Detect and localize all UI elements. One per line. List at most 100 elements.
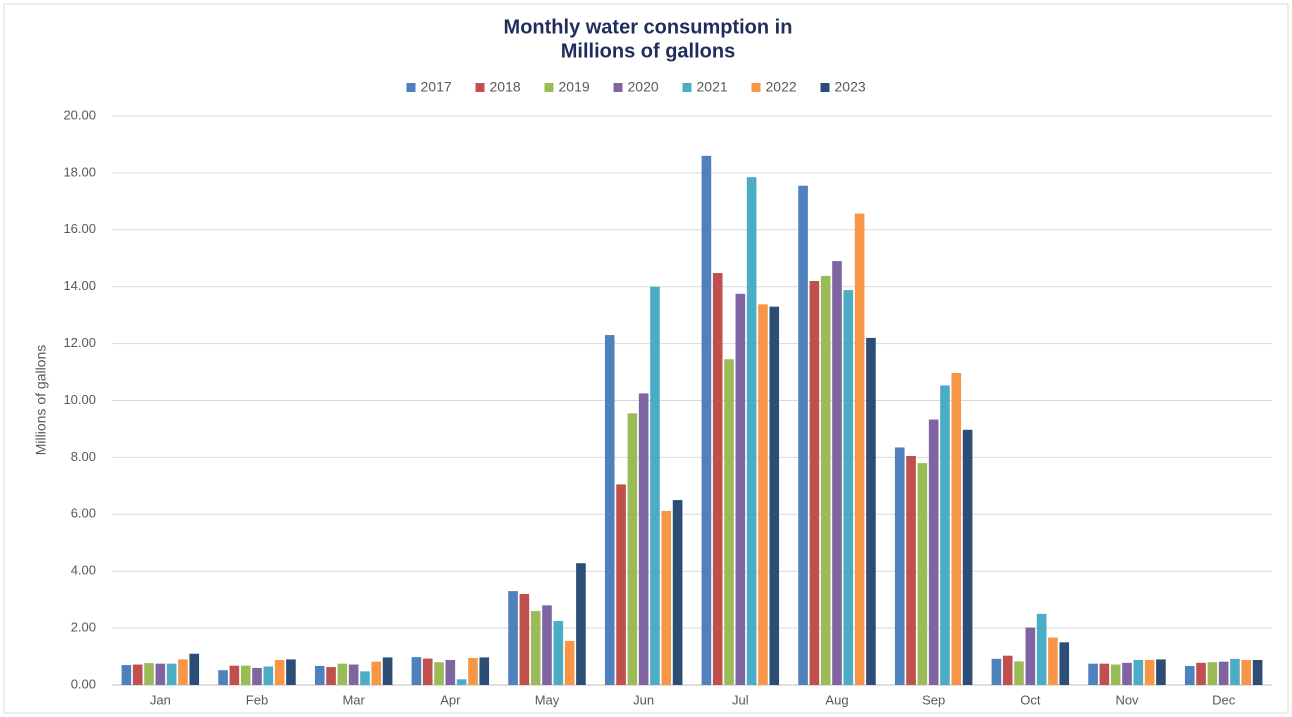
- bar: [917, 463, 928, 685]
- y-axis-label: Millions of gallons: [33, 345, 49, 456]
- bar: [820, 275, 831, 685]
- bar: [314, 665, 325, 685]
- legend-swatch: [751, 83, 761, 92]
- bar: [769, 306, 780, 685]
- bar: [1110, 664, 1121, 685]
- x-tick-label: May: [535, 692, 560, 707]
- y-tick-label: 20.00: [63, 107, 96, 122]
- bar: [144, 663, 154, 685]
- bar: [286, 659, 296, 685]
- y-tick-label: 16.00: [63, 221, 96, 236]
- bar: [746, 177, 757, 686]
- bar: [1025, 627, 1036, 685]
- bar: [604, 335, 615, 685]
- legend-label: 2019: [559, 79, 590, 95]
- bar: [1036, 613, 1047, 685]
- bar: [1184, 665, 1195, 685]
- legend-swatch: [475, 83, 485, 92]
- bar: [530, 611, 541, 685]
- bar: [542, 605, 552, 685]
- bar: [1144, 659, 1155, 685]
- bar: [1156, 659, 1166, 685]
- y-tick-label: 12.00: [63, 335, 96, 350]
- bar: [434, 662, 444, 685]
- bar: [178, 659, 188, 685]
- x-tick-label: Jul: [732, 692, 749, 707]
- bar: [229, 665, 240, 685]
- x-tick-label: Sep: [922, 692, 945, 707]
- x-tick-label: Dec: [1212, 692, 1236, 707]
- bar: [1002, 655, 1013, 685]
- bar: [218, 670, 228, 685]
- bar: [155, 663, 166, 685]
- bar: [411, 657, 422, 685]
- legend-label: 2018: [490, 79, 521, 95]
- bar: [348, 664, 359, 685]
- bar: [382, 657, 393, 685]
- legend-label: 2023: [835, 79, 866, 95]
- bar: [1014, 661, 1024, 685]
- bar: [445, 659, 456, 685]
- bar: [189, 653, 200, 685]
- y-tick-label: 0.00: [71, 676, 96, 691]
- bar: [1218, 661, 1229, 685]
- x-tick-label: Mar: [342, 692, 365, 707]
- y-tick-label: 18.00: [63, 164, 96, 179]
- x-tick-label: Nov: [1115, 692, 1139, 707]
- bar: [326, 667, 336, 685]
- bar: [360, 671, 370, 685]
- bar: [553, 620, 564, 685]
- chart-border: [3, 3, 1289, 714]
- bar: [1088, 663, 1098, 685]
- bar: [252, 667, 262, 685]
- bar: [1207, 662, 1218, 685]
- legend-label: 2022: [766, 79, 797, 95]
- x-tick-label: Feb: [246, 692, 268, 707]
- bar: [735, 293, 746, 685]
- x-tick-label: Jun: [633, 692, 654, 707]
- bar: [928, 419, 939, 685]
- bar: [906, 455, 916, 685]
- bar: [263, 666, 274, 685]
- bar: [1059, 642, 1070, 685]
- bar: [627, 413, 638, 685]
- chart-title: Millions of gallons: [561, 40, 735, 62]
- bar: [1048, 637, 1058, 685]
- bar: [1252, 659, 1263, 685]
- y-tick-label: 6.00: [71, 506, 96, 521]
- legend-swatch: [820, 83, 830, 92]
- x-tick-label: Apr: [440, 692, 461, 707]
- bar: [940, 385, 950, 685]
- bar: [240, 665, 251, 685]
- bar: [832, 261, 842, 685]
- bar: [616, 484, 626, 685]
- bar: [166, 663, 177, 685]
- bar: [564, 640, 575, 685]
- y-tick-label: 8.00: [71, 449, 96, 464]
- y-tick-label: 2.00: [71, 620, 96, 635]
- bar: [661, 510, 672, 685]
- x-tick-label: Jan: [150, 692, 171, 707]
- legend-label: 2017: [421, 79, 452, 95]
- chart-title: Monthly water consumption in: [504, 16, 793, 38]
- bar: [132, 664, 143, 685]
- bar: [758, 304, 768, 685]
- x-tick-label: Aug: [825, 692, 848, 707]
- bar: [701, 155, 712, 685]
- bar: [650, 286, 660, 685]
- bar: [1133, 659, 1144, 685]
- bar: [712, 273, 723, 685]
- bar: [1099, 663, 1110, 685]
- bar: [672, 500, 683, 685]
- bar: [337, 663, 348, 685]
- y-tick-label: 14.00: [63, 278, 96, 293]
- legend-label: 2021: [697, 79, 728, 95]
- bar: [576, 563, 586, 685]
- bar: [724, 359, 734, 685]
- bar: [991, 658, 1002, 685]
- bar: [866, 337, 876, 685]
- bar: [519, 593, 530, 685]
- bar: [274, 659, 285, 685]
- legend-swatch: [544, 83, 554, 92]
